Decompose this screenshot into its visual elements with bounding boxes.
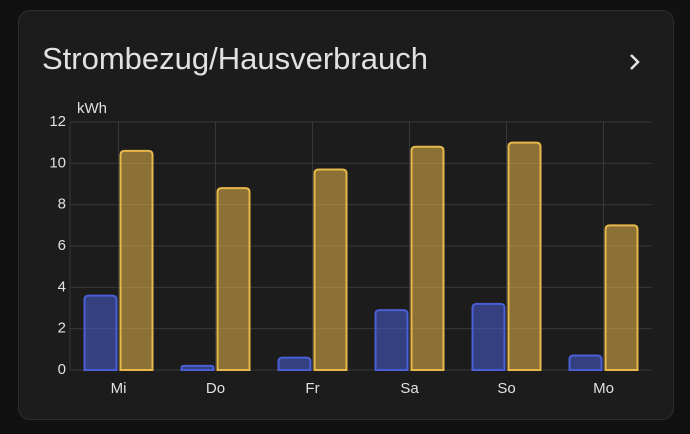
y-tick-label: 10 <box>49 154 66 171</box>
y-axis-unit: kWh <box>77 100 107 117</box>
bar <box>374 309 409 371</box>
card-title: Strombezug/Hausverbrauch <box>42 41 428 76</box>
x-tick-label: Mi <box>111 380 127 397</box>
y-tick-label: 6 <box>58 237 66 254</box>
y-tick-label: 8 <box>58 196 66 213</box>
x-tick-label: Sa <box>400 380 419 397</box>
bar <box>410 145 445 371</box>
x-tick-label: Fr <box>305 380 319 397</box>
x-tick-label: Mo <box>593 380 614 397</box>
bar <box>216 187 251 371</box>
bar <box>180 364 215 371</box>
bar <box>277 356 312 371</box>
bar <box>119 149 154 371</box>
y-tick-label: 4 <box>58 278 66 295</box>
bar <box>568 354 603 371</box>
y-tick-label: 0 <box>58 361 66 378</box>
bar <box>471 302 506 371</box>
y-tick-label: 12 <box>49 113 66 130</box>
chevron-icon[interactable] <box>630 54 640 70</box>
bar <box>507 141 542 371</box>
x-tick-label: So <box>497 380 515 397</box>
bar <box>313 168 348 371</box>
y-tick-label: 2 <box>58 320 66 337</box>
bar <box>83 294 118 371</box>
bar <box>604 224 639 371</box>
x-tick-label: Do <box>206 380 225 397</box>
